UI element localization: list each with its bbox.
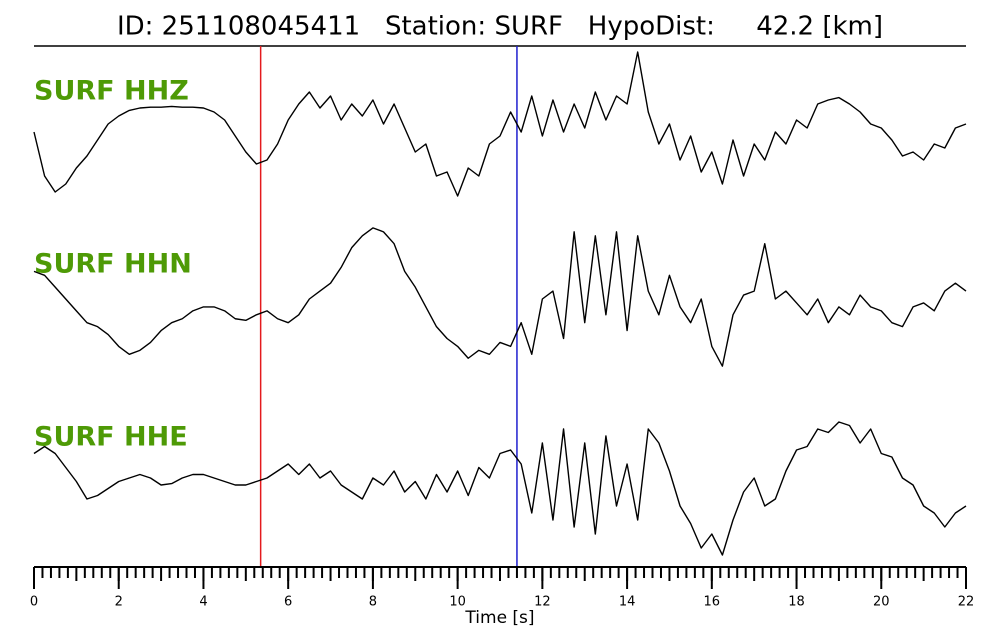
- x-tick-label: 0: [30, 595, 38, 610]
- x-tick-label: 16: [704, 595, 721, 610]
- trace: [33, 421, 967, 556]
- trace-label: SURF HHN: [34, 249, 192, 280]
- x-tick-label: 4: [199, 595, 207, 610]
- trace-label: SURF HHZ: [34, 76, 189, 107]
- trace-label: SURF HHE: [34, 422, 188, 453]
- x-tick-label: 6: [284, 595, 292, 610]
- x-tick-label: 8: [369, 595, 377, 610]
- x-tick-label: 14: [619, 595, 636, 610]
- chart-title: ID: 251108045411 Station: SURF HypoDist:…: [117, 12, 883, 42]
- trace: [33, 227, 967, 367]
- x-axis-label: Time [s]: [464, 608, 534, 628]
- x-tick-label: 22: [958, 595, 975, 610]
- x-tick-label: 10: [449, 595, 466, 610]
- trace: [33, 51, 967, 197]
- x-tick-label: 2: [115, 595, 123, 610]
- x-tick-label: 12: [534, 595, 551, 610]
- x-tick-label: 18: [788, 595, 805, 610]
- x-tick-label: 20: [873, 595, 890, 610]
